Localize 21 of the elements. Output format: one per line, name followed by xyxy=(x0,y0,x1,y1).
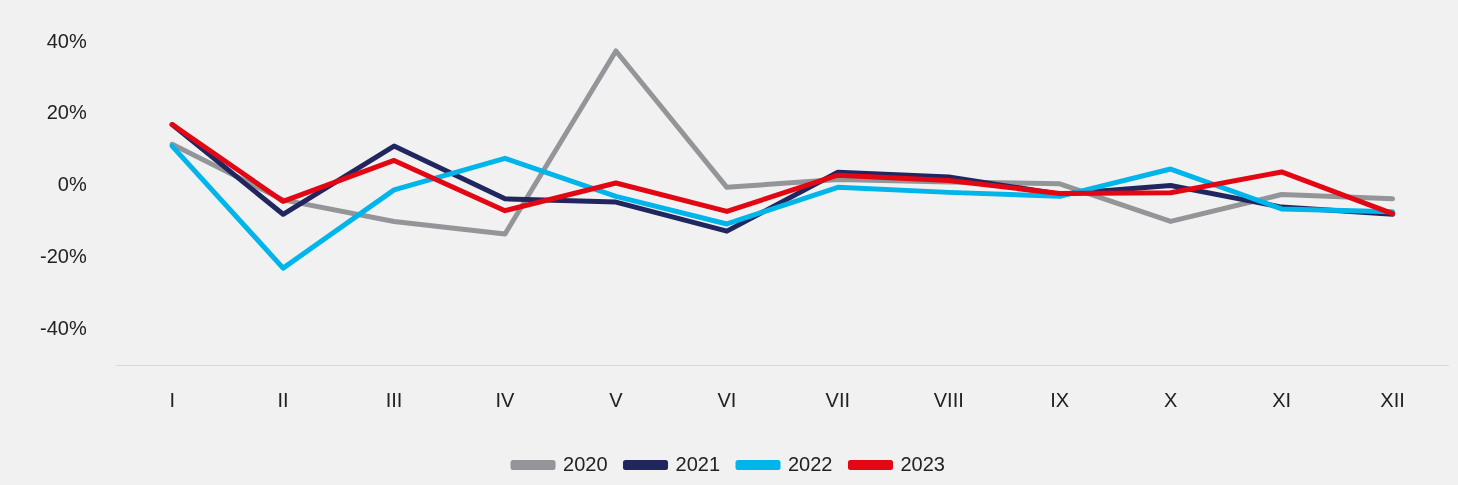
legend-label: 2022 xyxy=(788,452,833,475)
x-tick-label: V xyxy=(609,388,624,411)
legend-label: 2023 xyxy=(900,452,945,475)
y-tick-label: -20% xyxy=(39,244,87,267)
y-tick-label: -40% xyxy=(39,316,87,339)
y-tick-label: 40% xyxy=(46,29,87,52)
legend-label: 2021 xyxy=(675,452,721,475)
legend-label: 2020 xyxy=(563,452,608,475)
x-tick-label: III xyxy=(385,388,403,411)
x-tick-label: IV xyxy=(495,388,516,411)
x-tick-label: VII xyxy=(825,388,851,411)
y-tick-label: 20% xyxy=(46,101,87,124)
x-tick-label: I xyxy=(169,388,175,411)
x-tick-label: VIII xyxy=(933,388,964,411)
x-tick-label: X xyxy=(1163,388,1178,411)
x-tick-label: IX xyxy=(1050,388,1070,411)
x-tick-label: XI xyxy=(1272,388,1292,411)
x-tick-label: VI xyxy=(717,388,737,411)
y-tick-label: 0% xyxy=(57,173,87,196)
x-tick-label: XII xyxy=(1380,388,1405,411)
x-tick-label: II xyxy=(277,388,289,411)
